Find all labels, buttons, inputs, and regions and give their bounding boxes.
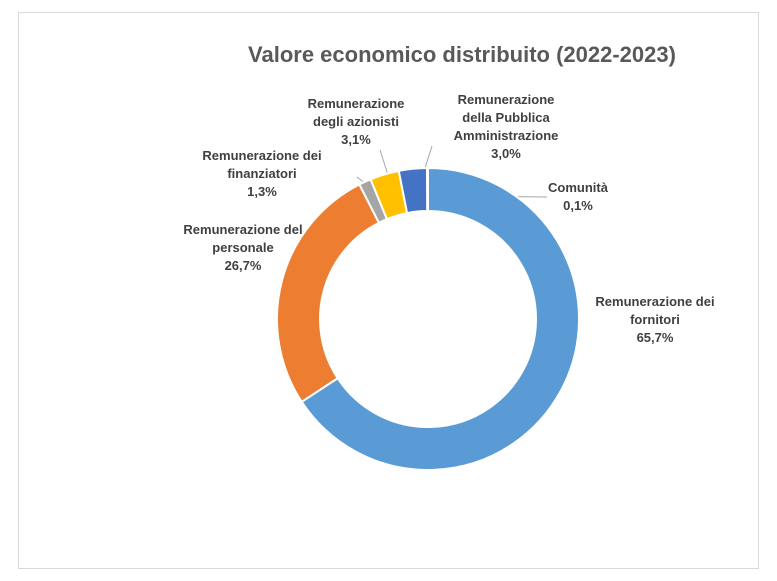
donut-slice	[300, 166, 580, 471]
data-label: Remunerazione degli azionisti 3,1%	[299, 95, 414, 149]
chart-frame	[18, 12, 759, 569]
data-label: Comunità 0,1%	[528, 179, 628, 215]
data-label-category: Remunerazione della Pubblica Amministraz…	[453, 92, 559, 143]
data-label-category: Remunerazione degli azionisti	[307, 96, 405, 129]
data-label-category: Comunità	[548, 180, 608, 195]
donut-slice	[276, 183, 381, 404]
chart-title: Valore economico distribuito (2022-2023)	[248, 42, 676, 67]
data-label-value: 3,0%	[491, 146, 521, 161]
data-label: Remunerazione dei fornitori 65,7%	[580, 293, 730, 347]
data-label-value: 3,1%	[341, 132, 371, 147]
data-label-value: 65,7%	[636, 330, 674, 345]
data-label-value: 1,3%	[247, 184, 277, 199]
donut-slice	[426, 166, 429, 213]
data-label: Remunerazione dei finanziatori 1,3%	[182, 147, 342, 201]
data-label: Remunerazione della Pubblica Amministraz…	[441, 91, 571, 163]
data-label-category: Remunerazione dei finanziatori	[202, 148, 322, 181]
data-label-value: 0,1%	[563, 198, 593, 213]
data-label-value: 26,7%	[224, 258, 262, 273]
data-label-category: Remunerazione dei fornitori	[595, 294, 715, 327]
data-label-category: Remunerazione del personale	[183, 222, 303, 255]
data-label: Remunerazione del personale 26,7%	[168, 221, 318, 275]
